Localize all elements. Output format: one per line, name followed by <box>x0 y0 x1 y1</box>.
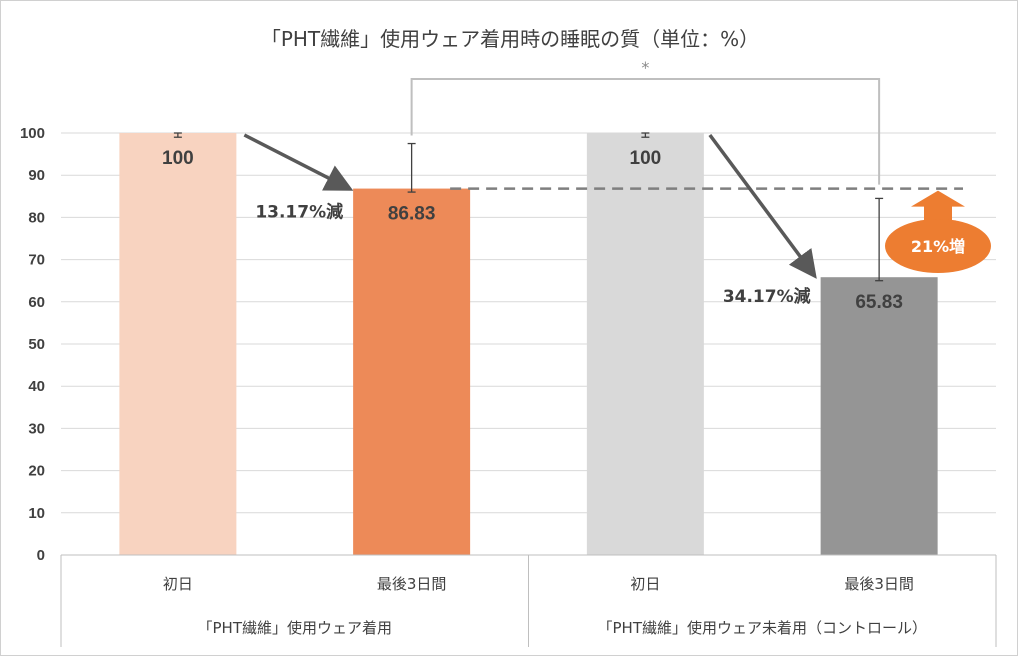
increase-badge: 21%増 <box>885 190 991 273</box>
y-tick-label: 20 <box>28 463 45 480</box>
bar <box>353 188 471 555</box>
error-bars <box>173 132 884 282</box>
data-label: 100 <box>630 148 662 169</box>
category-label: 最後3日間 <box>377 575 447 593</box>
y-tick-label: 50 <box>28 336 45 353</box>
category-label: 初日 <box>163 575 193 593</box>
bars <box>119 133 938 555</box>
group-label: 「PHT繊維」使用ウェア未着用（コントロール） <box>598 619 928 637</box>
data-label: 65.83 <box>855 292 903 313</box>
category-label: 最後3日間 <box>844 575 914 593</box>
y-tick-label: 80 <box>28 209 45 226</box>
bar <box>586 133 704 555</box>
bar <box>820 277 938 555</box>
group-label: 「PHT繊維」使用ウェア着用 <box>198 619 393 637</box>
decrease-arrow-1 <box>243 133 354 191</box>
decrease-label-1: 13.17%減 <box>255 202 343 223</box>
y-tick-label: 70 <box>28 252 45 269</box>
value-labels: 100 86.83 100 65.83 <box>162 148 903 313</box>
y-tick-label: 40 <box>28 378 45 395</box>
y-tick-label: 100 <box>20 125 45 142</box>
significance-bracket <box>410 78 881 185</box>
y-axis-ticks: 0 10 20 30 40 50 60 70 80 90 100 <box>20 125 45 564</box>
y-tick-label: 90 <box>28 167 45 184</box>
data-label: 100 <box>162 148 194 169</box>
decrease-label-2: 34.17%減 <box>723 286 811 307</box>
y-tick-label: 10 <box>28 505 45 522</box>
significance-mark: * <box>641 58 649 77</box>
y-tick-label: 30 <box>28 420 45 437</box>
y-tick-label: 0 <box>37 547 45 564</box>
bar <box>119 133 237 555</box>
y-tick-label: 60 <box>28 294 45 311</box>
category-label: 初日 <box>630 575 660 593</box>
data-label: 86.83 <box>388 204 436 225</box>
increase-oval <box>885 219 991 273</box>
chart-title: 「PHT繊維」使用ウェア着用時の睡眠の質（単位：%） <box>261 27 759 51</box>
category-axis: 初日 最後3日間 初日 最後3日間「PHT繊維」使用ウェア着用 「PHT繊維」使用ウェア… <box>60 554 997 647</box>
increase-label: 21%増 <box>911 237 965 256</box>
decrease-arrow-2 <box>708 133 817 279</box>
